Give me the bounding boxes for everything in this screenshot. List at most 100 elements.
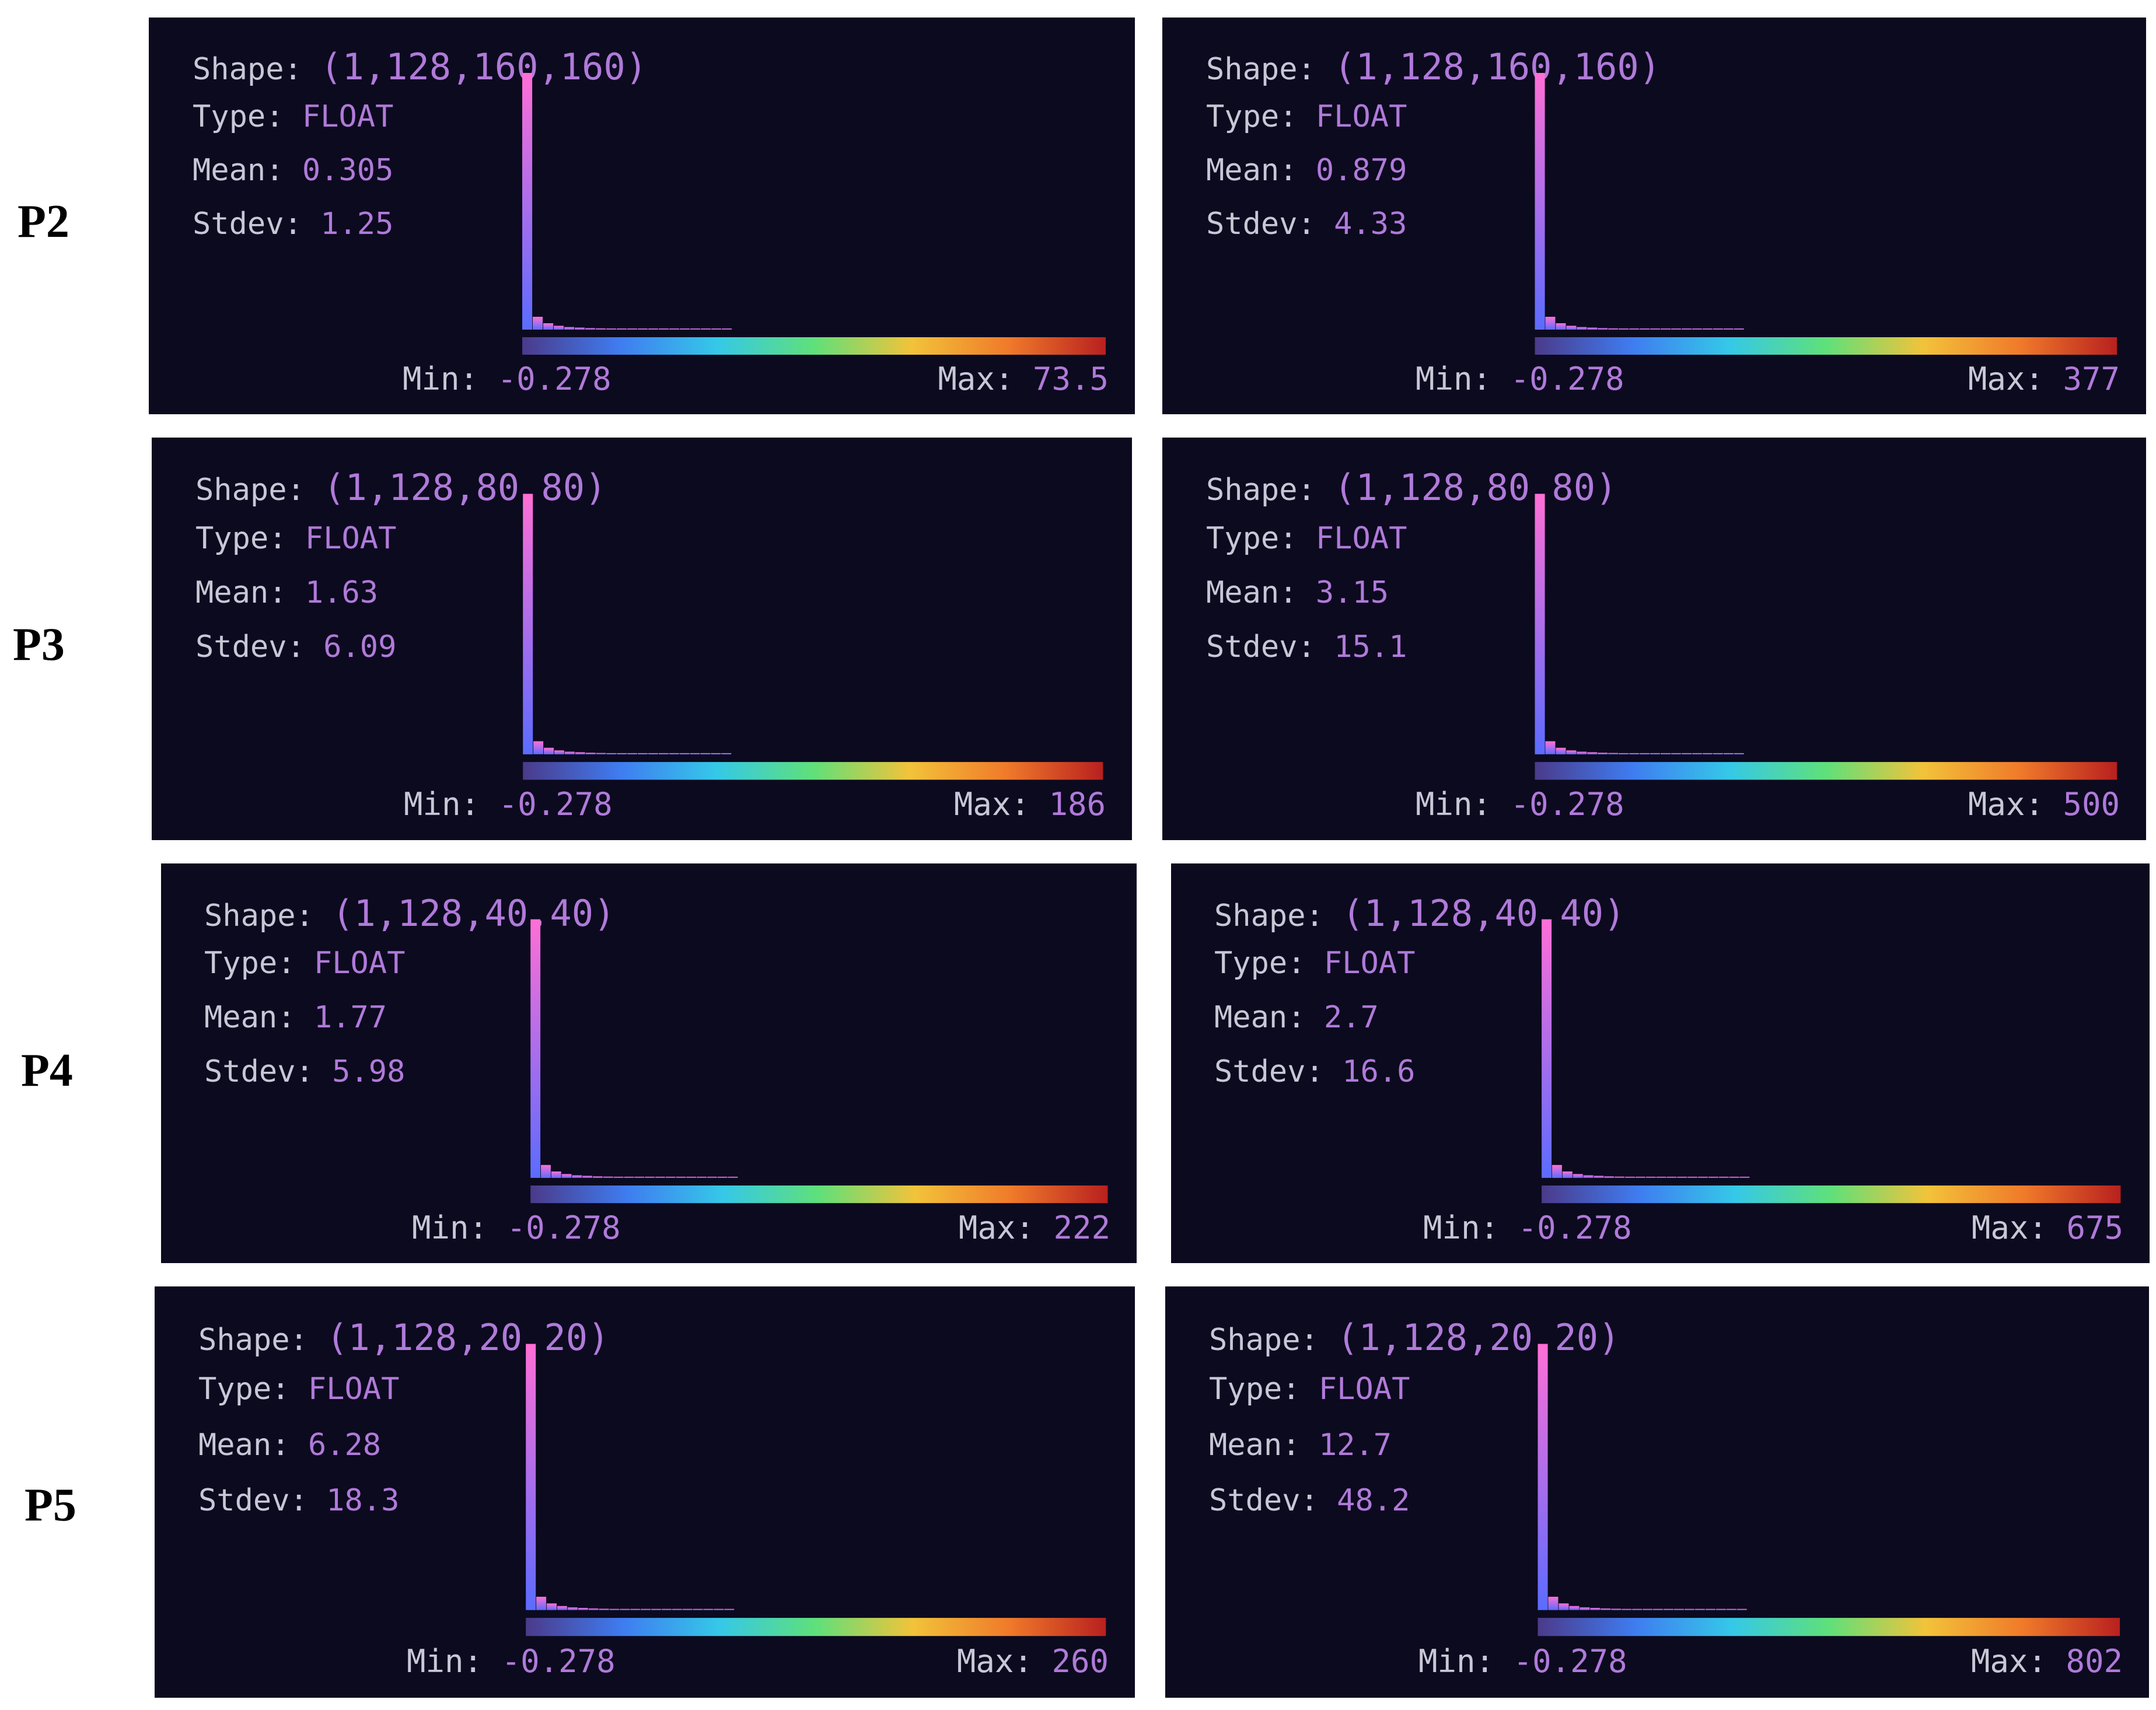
histogram-bar — [1566, 326, 1577, 330]
stdev-stat: Stdev: 6.09 — [195, 632, 396, 662]
histogram-bar — [561, 1174, 572, 1178]
mean-key: Mean: — [1206, 575, 1298, 610]
histogram-bar — [620, 1608, 630, 1610]
min-stat: Min: -0.278 — [407, 1646, 616, 1677]
shape-stat: Shape: (1,128,20,20) — [198, 1320, 609, 1356]
max-value: 260 — [1051, 1643, 1109, 1680]
min-value: -0.278 — [1510, 786, 1624, 823]
histogram-bar — [711, 328, 722, 330]
histogram-bar — [1577, 327, 1587, 330]
max-key: Max: — [956, 1643, 1033, 1680]
histogram-bar — [1552, 1165, 1562, 1178]
type-stat: Type: FLOAT — [1214, 948, 1415, 978]
shape-value: (1,128,40,40) — [1342, 892, 1626, 935]
histogram-bar — [585, 753, 596, 754]
type-key: Type: — [1209, 1372, 1301, 1407]
tensor-panel-0-0: Shape: (1,128,160,160) Type: FLOAT Mean: 0… — [149, 18, 1135, 414]
histogram-bar — [541, 1165, 551, 1178]
min-key: Min: — [403, 361, 479, 397]
histogram-bar — [606, 328, 617, 330]
min-stat: Min: -0.278 — [1423, 1212, 1632, 1244]
histogram-bar — [1718, 1176, 1729, 1178]
histogram-bar — [1577, 751, 1587, 754]
histogram-bar — [1625, 1176, 1635, 1178]
mean-key: Mean: — [193, 153, 284, 188]
histogram-bar — [613, 1176, 624, 1178]
histogram-bar — [530, 919, 541, 1178]
histogram-bar — [1687, 1176, 1698, 1178]
colorbar — [1535, 337, 2117, 355]
shape-key: Shape: — [193, 52, 302, 87]
histogram-bar — [672, 1608, 682, 1610]
histogram-bar — [1661, 753, 1671, 754]
histogram-bar — [596, 753, 606, 754]
min-value: -0.278 — [497, 361, 611, 397]
histogram-bar — [669, 753, 679, 754]
histogram-bar — [1608, 328, 1619, 330]
histogram-bar — [701, 328, 711, 330]
histogram-plot — [1542, 919, 2121, 1204]
row-label-0: P2 — [18, 196, 69, 247]
min-stat: Min: -0.278 — [404, 789, 613, 820]
min-value: -0.278 — [1510, 361, 1624, 397]
stdev-value: 16.6 — [1342, 1054, 1416, 1089]
stdev-value: 15.1 — [1334, 630, 1407, 665]
histogram-plot — [522, 73, 1106, 355]
histogram-bar — [1729, 1176, 1739, 1178]
tensor-panel-0-1: Shape: (1,128,160,160) Type: FLOAT Mean: 0… — [1162, 18, 2146, 414]
stdev-value: 6.09 — [323, 630, 397, 665]
histogram-bar — [533, 317, 543, 330]
histogram-bar — [544, 747, 554, 754]
colorbar — [1542, 1186, 2121, 1204]
shape-key: Shape: — [1206, 52, 1316, 87]
histogram-plot — [1535, 73, 2117, 355]
histogram-bar — [1535, 73, 1545, 330]
histogram-bar — [543, 323, 554, 330]
histogram-bar — [679, 753, 690, 754]
shape-key: Shape: — [1214, 898, 1324, 933]
type-key: Type: — [1206, 99, 1298, 134]
histogram-plot — [1537, 1344, 2120, 1636]
mean-key: Mean: — [204, 1000, 296, 1035]
max-value: 73.5 — [1032, 361, 1109, 397]
stdev-key: Stdev: — [1214, 1054, 1324, 1089]
type-stat: Type: FLOAT — [1209, 1374, 1410, 1404]
colorbar — [522, 337, 1106, 355]
mean-stat: Mean: 1.77 — [204, 1002, 387, 1033]
shape-key: Shape: — [1206, 473, 1316, 508]
stdev-stat: Stdev: 1.25 — [193, 209, 393, 239]
mean-stat: Mean: 3.15 — [1206, 578, 1389, 608]
type-value: FLOAT — [1318, 1372, 1410, 1407]
histogram-bar — [1587, 327, 1598, 330]
histogram-bar — [703, 1608, 714, 1610]
histogram-bar — [1698, 1176, 1708, 1178]
tensor-panel-1-1: Shape: (1,128,80,80) Type: FLOAT Mean: 3.1… — [1162, 438, 2146, 840]
histogram-bar — [1650, 753, 1661, 754]
histogram-bar — [1548, 1596, 1559, 1610]
max-key: Max: — [1968, 361, 2044, 397]
shape-value: (1,128,160,160) — [1334, 46, 1661, 88]
histogram-bar — [1645, 1176, 1656, 1178]
histogram-bar — [1702, 753, 1713, 754]
histogram-plot — [526, 1344, 1106, 1636]
histogram-bar — [690, 753, 700, 754]
type-key: Type: — [1214, 946, 1306, 981]
histogram-bar — [728, 1176, 738, 1178]
max-key: Max: — [1968, 786, 2044, 823]
histogram-bar — [1681, 328, 1692, 330]
histogram-bar — [1569, 1606, 1580, 1610]
histogram-bar — [1666, 1176, 1677, 1178]
histogram-bar — [1692, 753, 1702, 754]
histogram-bar — [1556, 323, 1566, 330]
histogram-bar — [1734, 753, 1744, 754]
row-label-1: P3 — [13, 619, 65, 670]
tensor-panel-2-0: Shape: (1,128,40,40) Type: FLOAT Mean: 1.7… — [161, 863, 1137, 1263]
histogram-bar — [523, 494, 533, 754]
histogram-bar — [536, 1596, 547, 1610]
min-key: Min: — [1416, 361, 1492, 397]
type-key: Type: — [198, 1372, 290, 1407]
histogram-bar — [564, 751, 575, 754]
min-key: Min: — [412, 1209, 488, 1246]
histogram-bar — [1619, 753, 1629, 754]
type-value: FLOAT — [302, 99, 394, 134]
